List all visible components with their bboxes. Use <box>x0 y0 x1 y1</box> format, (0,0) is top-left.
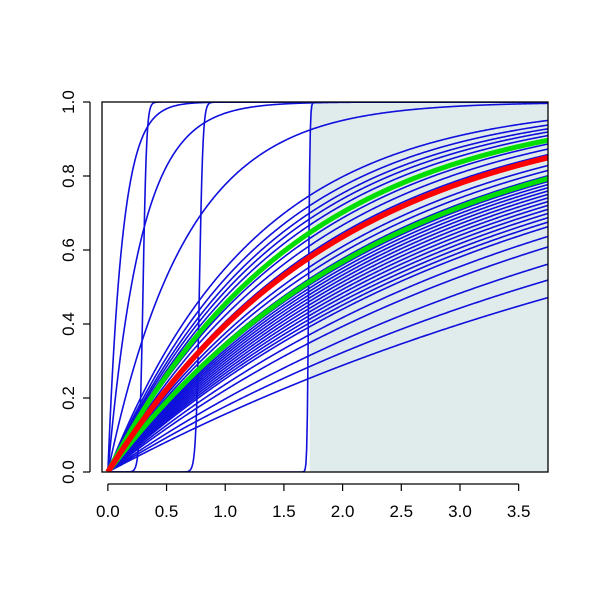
series-line-sample-6 <box>107 221 548 472</box>
series-line-band-37 <box>105 176 548 472</box>
series-line-sample-4 <box>107 235 548 472</box>
series-line-sample-27 <box>107 131 548 472</box>
series-line-sample-33 <box>107 102 548 472</box>
x-axis: 0.0 0.5 1.0 1.5 2.0 2.5 3.0 3.5 <box>96 483 531 521</box>
curve-group <box>105 102 548 472</box>
series-line-median-39 <box>105 155 548 472</box>
series-line-sample-29 <box>107 124 548 472</box>
series-line-sample-30 <box>107 119 548 472</box>
plot-frame <box>101 101 549 473</box>
x-tick-label: 3.0 <box>448 502 472 521</box>
x-tick-label: 2.0 <box>331 502 355 521</box>
series-line-sample-19 <box>107 169 548 472</box>
series-line-band-38 <box>105 137 548 472</box>
series-line-sample-9 <box>107 208 548 472</box>
y-tick-label: 0.0 <box>59 460 78 484</box>
series-line-sample-11 <box>107 200 548 472</box>
series-line-sample-31 <box>107 102 548 472</box>
series-line-sample-8 <box>107 212 548 472</box>
series-line-sample-0 <box>107 296 548 472</box>
series-line-sample-16 <box>107 183 548 472</box>
series-line-sample-15 <box>107 186 548 472</box>
y-axis: 0.0 0.2 0.4 0.6 0.8 1.0 <box>59 90 91 484</box>
x-tick-label: 3.5 <box>507 502 531 521</box>
y-tick-label: 0.2 <box>59 386 78 410</box>
series-line-sample-28 <box>107 128 548 472</box>
series-line-sample-7 <box>107 216 548 472</box>
series-line-sample-20 <box>107 164 548 472</box>
series-line-sample-26 <box>107 134 548 472</box>
y-tick-label: 1.0 <box>59 90 78 114</box>
shaded-region <box>309 102 548 472</box>
y-tick-label: 0.4 <box>59 312 78 336</box>
series-line-sample-5 <box>107 225 548 472</box>
series-line-sample-10 <box>107 204 548 472</box>
series-line-sample-2 <box>107 263 548 472</box>
x-tick-label: 1.0 <box>213 502 237 521</box>
y-tick-label: 0.8 <box>59 164 78 188</box>
x-tick-label: 0.0 <box>96 502 120 521</box>
y-tick-label: 0.6 <box>59 238 78 262</box>
series-line-sample-3 <box>107 246 548 472</box>
x-tick-label: 1.5 <box>272 502 296 521</box>
series-line-sample-14 <box>107 190 548 472</box>
series-line-sample-1 <box>107 279 548 472</box>
series-line-sample-23 <box>107 148 548 472</box>
series-line-sample-12 <box>107 197 548 472</box>
x-tick-label: 2.5 <box>389 502 413 521</box>
series-line-sample-13 <box>107 193 548 472</box>
x-tick-label: 0.5 <box>155 502 179 521</box>
